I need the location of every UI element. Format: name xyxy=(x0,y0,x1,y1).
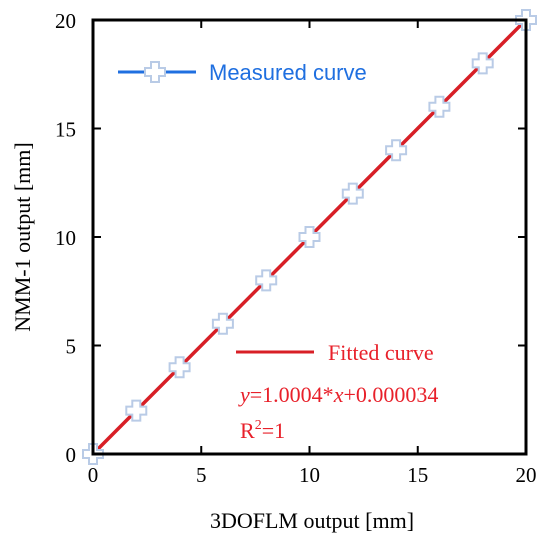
measured-point-marker xyxy=(211,312,234,335)
measured-point-marker xyxy=(125,399,148,422)
measured-point-marker xyxy=(385,139,408,162)
eq-mid: =1.0004* xyxy=(250,382,334,407)
y-tick-label: 20 xyxy=(55,9,76,33)
r2-base: R xyxy=(240,418,255,443)
measured-point-marker xyxy=(255,269,278,292)
y-tick-label: 5 xyxy=(66,335,77,359)
legend-measured-label: Measured curve xyxy=(209,60,367,85)
x-tick-label: 0 xyxy=(88,463,99,487)
measured-point-marker xyxy=(298,226,321,248)
r2-tail: =1 xyxy=(262,418,285,443)
y-axis-label: NMM-1 output [mm] xyxy=(10,142,35,331)
legend-fitted: Fitted curve xyxy=(236,340,434,365)
eq-tail: +0.000034 xyxy=(343,382,438,407)
eq-x: x xyxy=(333,382,344,407)
fit-equation: y=1.0004*x+0.000034 xyxy=(238,382,438,407)
measured-point-marker xyxy=(428,95,451,118)
measured-point-marker xyxy=(341,182,364,205)
y-tick-label: 0 xyxy=(66,443,77,467)
legend-measured: Measured curve xyxy=(118,60,367,85)
measured-point-marker xyxy=(471,52,494,75)
ticks-layer: 0 5 10 15 20 0 5 10 15 20 xyxy=(55,9,537,487)
legend-measured-marker xyxy=(144,61,166,83)
r-squared: R2=1 xyxy=(240,418,285,443)
x-tick-label: 5 xyxy=(196,463,207,487)
r2-sup: 2 xyxy=(255,418,262,433)
x-tick-label: 20 xyxy=(516,463,537,487)
y-tick-label: 15 xyxy=(55,118,76,142)
x-axis-label: 3DOFLM output [mm] xyxy=(210,508,414,533)
x-tick-label: 15 xyxy=(407,463,428,487)
y-tick-label: 10 xyxy=(55,226,76,250)
eq-y: y xyxy=(238,382,250,407)
legend-fitted-label: Fitted curve xyxy=(328,340,434,365)
measured-point-marker xyxy=(168,356,191,379)
series-layer xyxy=(82,9,537,465)
x-tick-label: 10 xyxy=(299,463,320,487)
